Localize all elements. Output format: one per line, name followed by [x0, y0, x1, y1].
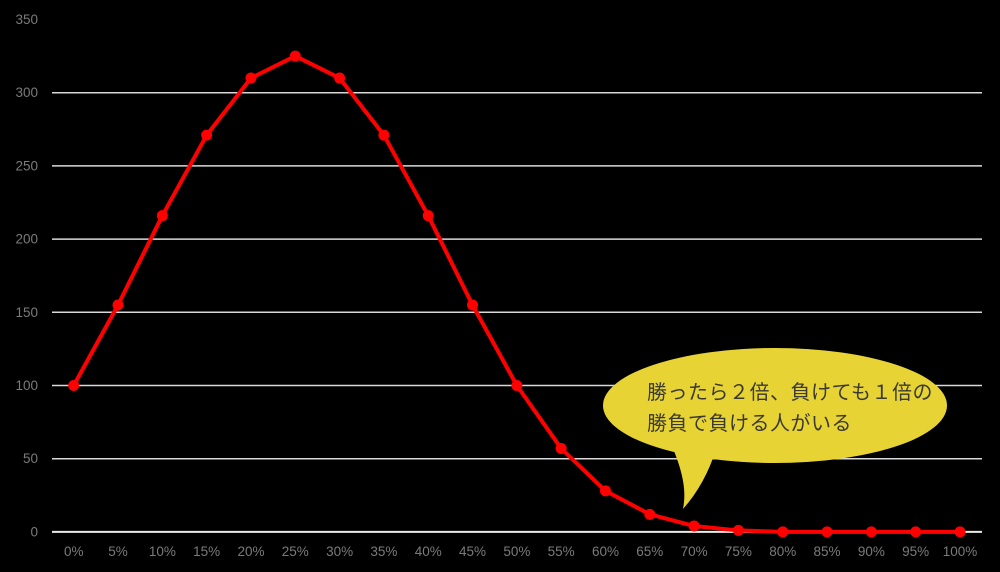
data-point-marker: [821, 526, 833, 538]
data-point-marker: [422, 210, 434, 222]
x-tick-label: 5%: [108, 544, 128, 559]
data-point-marker: [156, 210, 168, 222]
data-point-marker: [201, 129, 213, 141]
x-tick-label: 65%: [636, 544, 663, 559]
x-tick-label: 80%: [769, 544, 796, 559]
x-tick-label: 0%: [64, 544, 84, 559]
annotation-text-line: 勝負で負ける人がいる: [647, 412, 852, 435]
speech-bubble: [603, 348, 947, 463]
data-point-marker: [777, 526, 789, 538]
x-tick-label: 50%: [503, 544, 530, 559]
x-tick-label: 75%: [725, 544, 752, 559]
data-point-marker: [599, 485, 611, 497]
speech-bubble-tail: [672, 446, 716, 509]
data-point-marker: [865, 526, 877, 538]
data-point-marker: [68, 380, 80, 391]
data-point-marker: [245, 72, 257, 84]
y-tick-label: 100: [15, 378, 38, 393]
y-tick-label: 150: [15, 305, 38, 320]
x-tick-label: 60%: [592, 544, 619, 559]
series-line: [71, 54, 962, 534]
data-point-marker: [289, 50, 301, 62]
x-tick-label: 10%: [149, 544, 176, 559]
x-tick-label: 55%: [548, 544, 575, 559]
x-tick-label: 25%: [282, 544, 309, 559]
data-point-marker: [467, 299, 479, 311]
data-point-marker: [112, 299, 124, 311]
annotation-text-line: 勝ったら２倍、負けても１倍の: [647, 381, 933, 404]
y-tick-label: 250: [15, 158, 38, 173]
x-tick-label: 40%: [415, 544, 442, 559]
x-tick-label: 15%: [193, 544, 220, 559]
y-tick-label: 50: [23, 451, 38, 466]
data-point-marker: [910, 526, 922, 538]
y-tick-label: 350: [15, 12, 38, 27]
x-tick-label: 90%: [858, 544, 885, 559]
x-tick-label: 35%: [370, 544, 397, 559]
y-tick-label: 300: [15, 85, 38, 100]
x-tick-label: 85%: [814, 544, 841, 559]
data-point-marker: [688, 520, 700, 532]
x-tick-label: 20%: [237, 544, 264, 559]
data-point-marker: [555, 442, 567, 454]
data-point-marker: [644, 508, 656, 520]
data-point-marker: [511, 380, 523, 391]
data-point-marker: [954, 526, 966, 538]
x-tick-label: 95%: [902, 544, 929, 559]
x-tick-label: 45%: [459, 544, 486, 559]
x-tick-label: 100%: [943, 544, 978, 559]
y-tick-label: 200: [15, 232, 38, 247]
data-point-marker: [334, 72, 346, 84]
data-point-marker: [732, 524, 744, 536]
y-tick-label: 0: [30, 524, 38, 539]
data-point-marker: [378, 129, 390, 141]
x-tick-label: 70%: [681, 544, 708, 559]
x-tick-label: 30%: [326, 544, 353, 559]
